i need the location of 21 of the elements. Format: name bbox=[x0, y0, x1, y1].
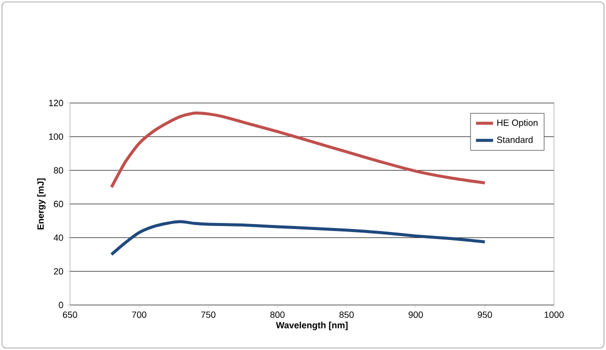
line-series bbox=[110, 112, 486, 189]
x-tick-label: 750 bbox=[201, 312, 216, 318]
line-series bbox=[110, 220, 486, 256]
legend-label: HE Option bbox=[497, 119, 538, 128]
y-tick-label: 120 bbox=[49, 100, 64, 106]
y-tick-label: 100 bbox=[49, 133, 64, 140]
x-tick-label: 700 bbox=[132, 312, 146, 318]
x-tick-label: 900 bbox=[408, 312, 423, 318]
x-tick-label: 950 bbox=[478, 312, 492, 318]
y-tick-label: 80 bbox=[54, 167, 64, 174]
x-tick-label: 650 bbox=[62, 312, 78, 318]
y-tick-label: 0 bbox=[58, 302, 64, 308]
y-axis-title: Energy [mJ] bbox=[37, 178, 46, 230]
x-tick-label: 800 bbox=[270, 312, 285, 318]
x-axis-title: Wavelength [nm] bbox=[276, 322, 348, 330]
x-tick-label: 850 bbox=[339, 312, 354, 318]
y-tick-label: 40 bbox=[54, 234, 64, 241]
y-tick-label: 20 bbox=[54, 268, 64, 275]
legend-label: Standard bbox=[497, 136, 533, 143]
y-tick-label: 60 bbox=[54, 200, 64, 208]
x-tick-label: 1000 bbox=[544, 312, 564, 318]
